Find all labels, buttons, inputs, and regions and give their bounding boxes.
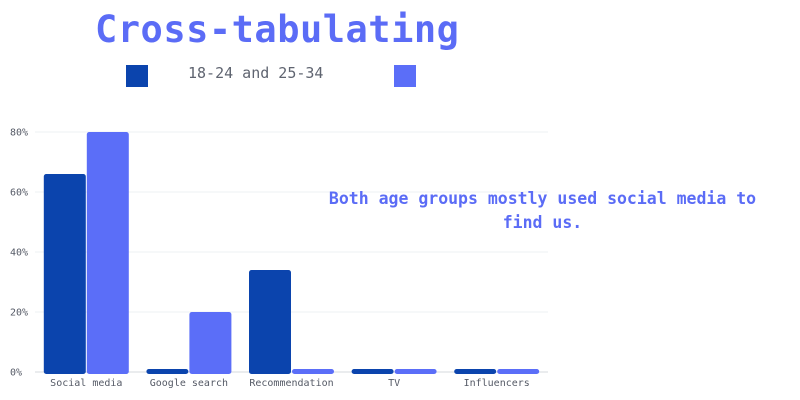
y-tick-label: 60% [10,188,28,199]
x-tick-label: Influencers [464,378,530,389]
legend-swatch-series-2 [394,65,416,87]
x-tick-label: Recommendation [249,378,333,389]
y-tick-label: 20% [10,308,28,319]
bar-1-tv [351,369,394,374]
x-tick-label: TV [388,378,400,389]
x-tick-label: Google search [150,378,228,389]
bar-1-influencers [454,369,497,374]
bar-1-social-media [43,174,86,374]
bar-2-tv [394,369,437,374]
bar-2-social-media [86,132,129,374]
bar-1-recommendation [249,270,291,374]
chart-annotation: Both age groups mostly used social media… [328,189,757,232]
chart-title: Cross-tabulating [95,8,460,51]
bar-2-influencers [497,369,540,374]
y-tick-label: 0% [10,368,22,379]
y-tick-label: 40% [10,248,28,259]
y-tick-label: 80% [10,128,28,139]
legend-label: 18-24 and 25-34 [188,64,324,82]
legend-swatch-series-1 [126,65,148,87]
bar-1-google-search [146,369,189,374]
bar-2-recommendation [292,369,334,374]
x-tick-label: Social media [50,378,122,389]
bar-2-google-search [189,312,232,374]
